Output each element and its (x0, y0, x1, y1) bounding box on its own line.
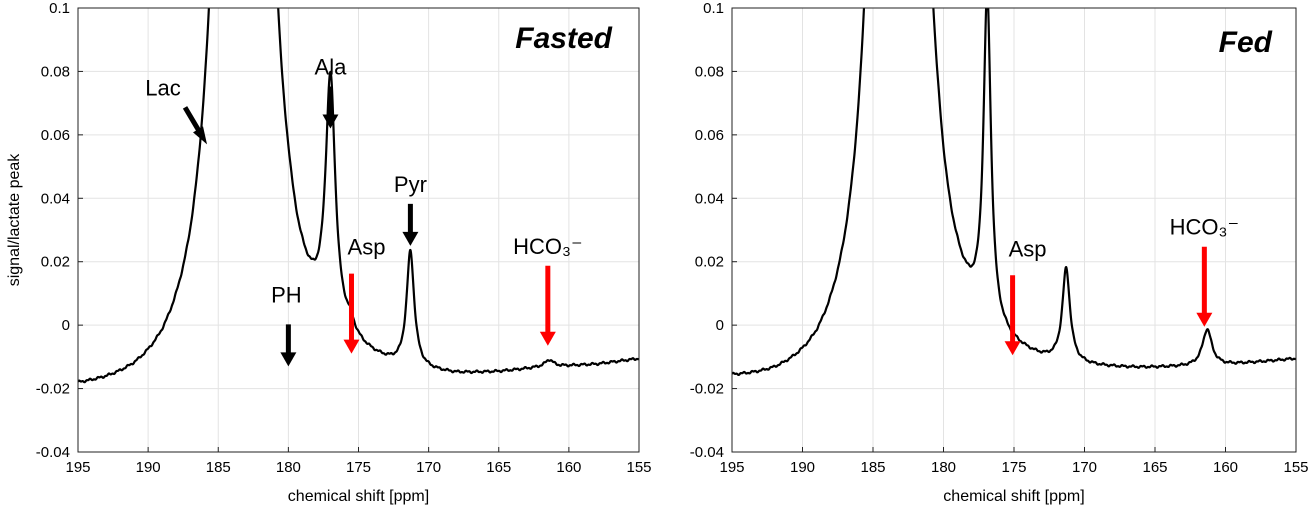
y-tick-label: 0.08 (41, 63, 70, 80)
x-tick-label: 185 (860, 459, 885, 476)
y-tick-label: 0.06 (41, 127, 70, 144)
annotation-label: HCO₃⁻ (1170, 215, 1239, 240)
x-tick-label: 185 (206, 459, 231, 476)
x-tick-label: 160 (556, 459, 581, 476)
y-axis-title: signal/lactate peak (6, 153, 23, 287)
x-tick-label: 165 (486, 459, 511, 476)
x-tick-label: 165 (1142, 459, 1167, 476)
peak-annotation-ala: Ala (315, 55, 348, 129)
peak-annotation-asp: Asp (1004, 236, 1047, 356)
y-tick-label: 0.04 (695, 190, 724, 207)
x-tick-label: 175 (346, 459, 371, 476)
y-tick-label: 0.1 (49, 0, 70, 17)
annotation-label: HCO₃⁻ (513, 234, 582, 259)
spectrum-line (78, 8, 639, 384)
x-tick-label: 170 (1072, 459, 1097, 476)
arrow-head (1196, 312, 1213, 327)
annotation-label: Pyr (394, 172, 427, 197)
panel-title: Fed (1219, 26, 1273, 59)
annotation-label: PH (271, 282, 302, 307)
x-axis-title: chemical shift [ppm] (943, 488, 1084, 505)
y-tick-label: -0.02 (690, 381, 724, 398)
y-tick-label: -0.04 (690, 444, 724, 461)
peak-annotation-hco: HCO₃⁻ (513, 234, 583, 346)
arrow-head (343, 339, 360, 354)
x-axis-title: chemical shift [ppm] (288, 488, 429, 505)
annotation-label: Asp (348, 235, 386, 260)
peak-annotation-ph: PH (271, 282, 302, 367)
y-tick-label: -0.04 (36, 444, 70, 461)
peak-annotation-asp: Asp (343, 235, 385, 354)
x-tick-label: 160 (1213, 459, 1238, 476)
y-tick-label: 0.04 (41, 190, 70, 207)
y-tick-label: 0.02 (695, 254, 724, 271)
y-tick-label: -0.02 (36, 381, 70, 398)
arrow-head (280, 352, 297, 367)
y-tick-label: 0.08 (695, 63, 724, 80)
x-tick-label: 190 (136, 459, 161, 476)
x-tick-label: 180 (931, 459, 956, 476)
panel-title: Fasted (515, 22, 612, 55)
x-tick-label: 155 (626, 459, 651, 476)
arrow-head (1004, 341, 1021, 356)
chart-panel-fasted: 195 190 185 180 175 170 165 160 155 -0.04 -0.02 0 0.… (6, 0, 652, 505)
arrow-head (322, 114, 339, 129)
chart-panel-fed: 195 190 185 180 175 170 165 160 155 -0.04 -0.02 0 0.… (690, 0, 1308, 505)
x-tick-label: 155 (1283, 459, 1308, 476)
y-tick-label: 0.06 (695, 127, 724, 144)
x-tick-label: 170 (416, 459, 441, 476)
x-tick-label: 175 (1001, 459, 1026, 476)
arrow-head (539, 331, 556, 346)
annotation-label: Ala (315, 55, 348, 80)
x-tick-label: 180 (276, 459, 301, 476)
peak-annotation-hco: HCO₃⁻ (1170, 215, 1239, 327)
arrow-head (402, 231, 419, 246)
peak-annotation-lac: Lac (145, 75, 208, 145)
x-tick-label: 190 (790, 459, 815, 476)
annotation-label: Lac (145, 75, 180, 100)
x-tick-label: 195 (719, 459, 744, 476)
annotation-label: Asp (1009, 236, 1047, 261)
y-tick-label: 0.1 (703, 0, 724, 17)
peak-annotation-pyr: Pyr (394, 172, 427, 246)
y-tick-label: 0.02 (41, 254, 70, 271)
y-tick-label: 0 (716, 317, 724, 334)
x-tick-label: 195 (65, 459, 90, 476)
y-tick-label: 0 (62, 317, 70, 334)
arrow-head (193, 126, 208, 145)
